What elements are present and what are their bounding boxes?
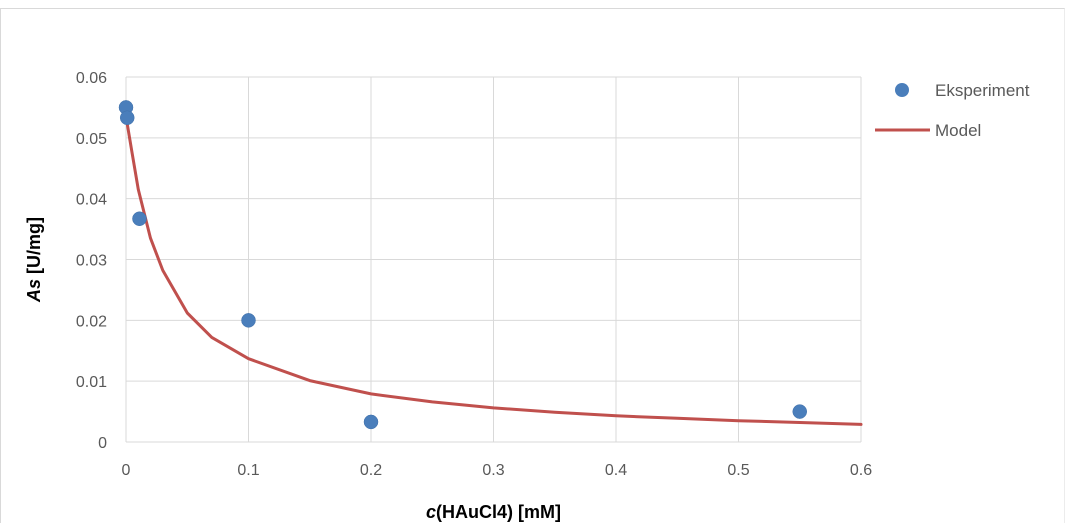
x-tick-label: 0.4 [605,462,627,479]
legend: Eksperiment Model [875,81,1030,140]
experiment-series [118,100,807,430]
axes [125,77,861,443]
y-tick-label: 0.02 [76,313,107,330]
y-tick-label: 0.03 [76,253,107,270]
model-series [124,115,863,426]
legend-label-model: Model [935,121,981,140]
y-tick-label: 0.01 [76,374,107,391]
experiment-point [132,211,147,226]
y-axis-title: As [U/mg] [24,217,44,303]
experiment-point [792,404,807,419]
gridlines [126,76,862,442]
y-tick-label: 0.05 [76,131,107,148]
experiment-point [119,110,135,126]
x-tick-label: 0.3 [482,462,504,479]
chart-area-border [0,8,1065,523]
legend-label-eksperiment: Eksperiment [935,81,1030,100]
y-tick-label: 0.06 [76,70,107,87]
x-axis-title: c(HAuCl4) [mM] [426,502,561,522]
x-tick-label: 0 [122,462,131,479]
y-tick-label: 0 [98,435,107,452]
x-tick-label: 0.6 [850,462,872,479]
legend-marker-eksperiment [895,83,909,97]
x-tick-label: 0.2 [360,462,382,479]
x-tick-label: 0.1 [237,462,259,479]
x-tick-label: 0.5 [727,462,749,479]
y-tick-label: 0.04 [76,192,107,209]
experiment-point [241,313,256,328]
experiment-point [363,414,379,430]
model-line [124,115,863,426]
tick-labels: 0 0.01 0.02 0.03 0.04 0.05 0.06 0 0.1 0.2 0.3 0.4 0.… [76,70,872,479]
